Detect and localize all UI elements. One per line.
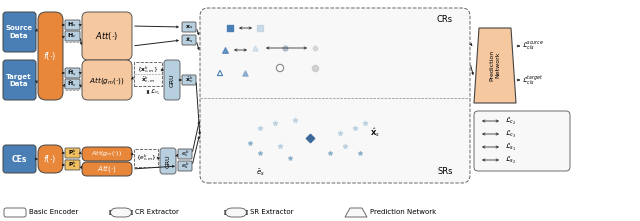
Text: $\{\mathbf{x}^k_{c,m}\}$: $\{\mathbf{x}^k_{c,m}\}$	[138, 65, 159, 75]
Text: $\{e^k_{c,m}\}$: $\{e^k_{c,m}\}$	[136, 153, 156, 163]
Text: $\hat{\mathbf{x}}^k_c$: $\hat{\mathbf{x}}^k_c$	[184, 75, 193, 85]
FancyBboxPatch shape	[82, 60, 132, 100]
Text: Prediction Network: Prediction Network	[370, 209, 436, 215]
Point	[240, 71, 250, 75]
Text: $e^k_s$: $e^k_s$	[180, 161, 189, 171]
FancyBboxPatch shape	[65, 68, 80, 78]
Point	[310, 66, 320, 70]
FancyBboxPatch shape	[3, 12, 36, 52]
Point	[215, 71, 225, 75]
FancyBboxPatch shape	[38, 12, 63, 100]
FancyBboxPatch shape	[82, 147, 132, 161]
FancyBboxPatch shape	[178, 161, 192, 171]
Text: $\hat{\mathbf{H}}_s$: $\hat{\mathbf{H}}_s$	[67, 68, 77, 78]
Point	[310, 46, 320, 50]
Point	[350, 126, 360, 130]
Text: $\hat{\mathbf{X}}_s$: $\hat{\mathbf{X}}_s$	[370, 127, 380, 139]
FancyBboxPatch shape	[160, 148, 176, 174]
Point	[270, 121, 280, 125]
Text: $\mathcal{L}_{s_2}$: $\mathcal{L}_{s_2}$	[505, 154, 516, 166]
Point	[255, 151, 265, 155]
FancyBboxPatch shape	[65, 79, 80, 89]
Text: $\mathcal{L}_{c_2}$: $\mathcal{L}_{c_2}$	[505, 116, 516, 126]
FancyBboxPatch shape	[82, 162, 132, 176]
FancyBboxPatch shape	[110, 208, 132, 217]
FancyBboxPatch shape	[182, 22, 196, 32]
Point	[335, 131, 345, 135]
Text: CEs: CEs	[12, 154, 27, 164]
Text: $f(\cdot)$: $f(\cdot)$	[44, 153, 57, 165]
Point	[340, 144, 350, 148]
Point	[280, 46, 290, 50]
Text: SR Extractor: SR Extractor	[250, 209, 294, 215]
Text: $Att(\cdot)$: $Att(\cdot)$	[97, 164, 117, 175]
Point	[325, 151, 335, 155]
Text: $e^k_c$: $e^k_c$	[180, 149, 189, 159]
FancyBboxPatch shape	[182, 35, 196, 45]
Text: $\mathbf{x}_s$: $\mathbf{x}_s$	[185, 23, 193, 31]
FancyBboxPatch shape	[65, 20, 80, 30]
Point	[255, 26, 265, 30]
Text: $\mathbf{P}^k_c$: $\mathbf{P}^k_c$	[68, 148, 76, 158]
Point	[290, 118, 300, 122]
Point	[250, 46, 260, 50]
Point	[305, 136, 315, 140]
Point	[360, 121, 370, 125]
Point	[220, 48, 230, 52]
Text: $\hat{\mathbf{x}}^k_{c,m}$: $\hat{\mathbf{x}}^k_{c,m}$	[141, 75, 155, 85]
Text: $\hat{\mathbf{x}}_s$: $\hat{\mathbf{x}}_s$	[185, 35, 193, 45]
Text: Prediction
Network: Prediction Network	[490, 49, 500, 81]
Text: Basic Encoder: Basic Encoder	[29, 209, 78, 215]
Bar	[134, 62, 162, 86]
Text: SRs: SRs	[437, 166, 452, 175]
Point	[255, 126, 265, 130]
Text: GRU: GRU	[166, 154, 170, 168]
Point	[275, 144, 285, 148]
Text: $\mathcal{L}_{c_3}$: $\mathcal{L}_{c_3}$	[505, 128, 516, 139]
Text: $\mathbf{P}^k_s$: $\mathbf{P}^k_s$	[68, 160, 76, 170]
Polygon shape	[474, 28, 516, 103]
Text: CR Extractor: CR Extractor	[135, 209, 179, 215]
Point	[245, 141, 255, 145]
FancyBboxPatch shape	[4, 208, 26, 217]
FancyBboxPatch shape	[200, 8, 470, 183]
Bar	[134, 149, 158, 167]
FancyBboxPatch shape	[38, 145, 63, 173]
Point	[275, 66, 285, 70]
Text: $Att(g_m(\cdot))$: $Att(g_m(\cdot))$	[89, 74, 125, 86]
FancyBboxPatch shape	[65, 148, 80, 158]
FancyBboxPatch shape	[3, 145, 36, 173]
Text: GRU: GRU	[170, 73, 175, 87]
Text: $\mathcal{L}^{source}_{cls}$: $\mathcal{L}^{source}_{cls}$	[522, 40, 544, 52]
FancyBboxPatch shape	[164, 60, 180, 100]
Text: $f(\cdot)$: $f(\cdot)$	[44, 50, 57, 62]
Text: $\mathcal{L}^{target}_{cls}$: $\mathcal{L}^{target}_{cls}$	[522, 73, 543, 87]
Point	[285, 156, 295, 160]
Polygon shape	[345, 208, 367, 217]
FancyBboxPatch shape	[178, 149, 192, 159]
FancyBboxPatch shape	[225, 208, 247, 217]
FancyBboxPatch shape	[474, 111, 570, 171]
Text: CRs: CRs	[437, 15, 453, 25]
Text: $\mathcal{L}_{s_1}$: $\mathcal{L}_{s_1}$	[505, 141, 516, 152]
Point	[355, 151, 365, 155]
FancyBboxPatch shape	[182, 75, 196, 85]
Text: $\mathcal{L}_{c_1}$: $\mathcal{L}_{c_1}$	[150, 87, 160, 97]
Text: $\mathbf{H}_s$: $\mathbf{H}_s$	[67, 21, 77, 29]
FancyBboxPatch shape	[65, 31, 80, 41]
Text: $\bar{e}_s$: $\bar{e}_s$	[255, 168, 264, 178]
Text: $Att(\cdot)$: $Att(\cdot)$	[95, 30, 118, 42]
FancyBboxPatch shape	[3, 60, 36, 100]
Text: Target
Data: Target Data	[6, 74, 32, 86]
FancyBboxPatch shape	[82, 12, 132, 60]
Text: $\mathbf{H}_c$: $\mathbf{H}_c$	[67, 32, 77, 40]
Text: $Att(g_m(\cdot))$: $Att(g_m(\cdot))$	[92, 149, 122, 158]
Point	[225, 26, 235, 30]
FancyBboxPatch shape	[65, 160, 80, 170]
Text: Source
Data: Source Data	[5, 25, 33, 38]
Text: $\hat{\mathbf{H}}_c$: $\hat{\mathbf{H}}_c$	[67, 79, 77, 89]
